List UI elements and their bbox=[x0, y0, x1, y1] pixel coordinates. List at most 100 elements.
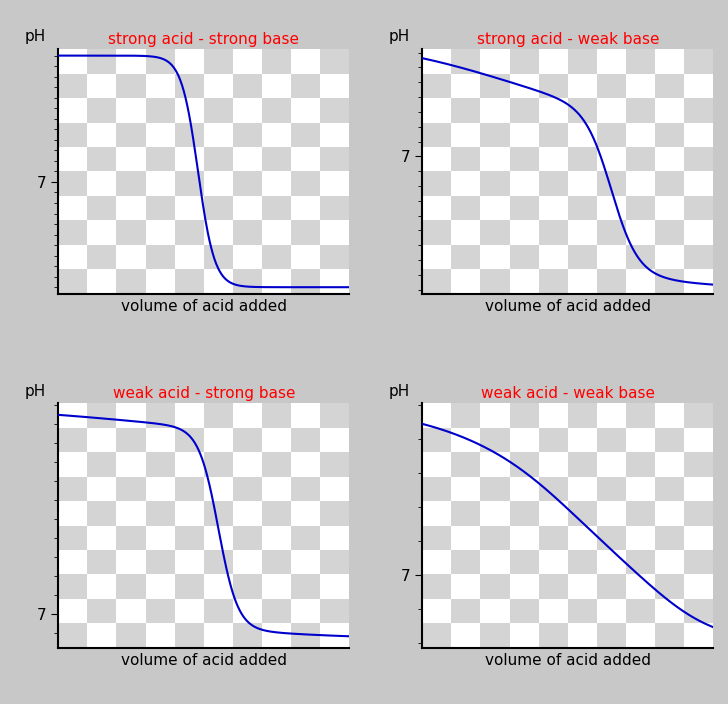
Bar bbox=[626, 599, 655, 623]
Bar bbox=[480, 98, 510, 122]
Bar bbox=[422, 574, 451, 599]
Bar bbox=[58, 245, 87, 269]
Bar bbox=[510, 269, 539, 294]
Bar bbox=[451, 74, 480, 98]
Bar bbox=[262, 501, 291, 526]
Bar bbox=[262, 269, 291, 294]
Bar bbox=[655, 74, 684, 98]
Bar bbox=[233, 171, 262, 196]
Bar bbox=[204, 196, 233, 220]
Bar bbox=[626, 220, 655, 245]
Bar bbox=[451, 574, 480, 599]
Bar bbox=[146, 550, 175, 574]
Bar bbox=[422, 403, 451, 428]
Bar bbox=[539, 74, 568, 98]
Bar bbox=[58, 220, 87, 245]
Bar bbox=[684, 245, 713, 269]
Bar bbox=[175, 74, 204, 98]
Bar bbox=[146, 477, 175, 501]
Bar bbox=[451, 220, 480, 245]
Bar bbox=[568, 550, 597, 574]
Bar bbox=[451, 501, 480, 526]
Bar bbox=[116, 74, 146, 98]
Bar bbox=[480, 428, 510, 452]
Bar bbox=[320, 574, 349, 599]
Bar bbox=[655, 98, 684, 122]
Bar bbox=[597, 428, 626, 452]
Bar bbox=[597, 403, 626, 428]
Bar bbox=[58, 49, 87, 74]
Bar bbox=[655, 477, 684, 501]
Bar bbox=[655, 269, 684, 294]
Bar bbox=[291, 245, 320, 269]
Bar bbox=[58, 501, 87, 526]
Bar bbox=[58, 403, 87, 428]
Bar bbox=[204, 245, 233, 269]
Bar bbox=[510, 599, 539, 623]
Bar bbox=[320, 122, 349, 147]
Bar bbox=[146, 98, 175, 122]
Bar bbox=[116, 196, 146, 220]
Bar bbox=[510, 452, 539, 477]
Bar bbox=[597, 220, 626, 245]
Bar bbox=[204, 269, 233, 294]
Bar bbox=[422, 74, 451, 98]
Bar bbox=[510, 623, 539, 648]
Bar bbox=[684, 147, 713, 171]
Bar bbox=[291, 98, 320, 122]
Bar bbox=[655, 49, 684, 74]
Bar bbox=[116, 526, 146, 550]
Bar bbox=[451, 49, 480, 74]
Bar bbox=[58, 98, 87, 122]
Bar bbox=[233, 550, 262, 574]
Bar bbox=[233, 403, 262, 428]
Bar bbox=[146, 269, 175, 294]
Bar bbox=[262, 403, 291, 428]
Bar bbox=[684, 501, 713, 526]
Bar bbox=[451, 477, 480, 501]
Bar bbox=[262, 599, 291, 623]
Bar bbox=[480, 269, 510, 294]
Bar bbox=[116, 574, 146, 599]
Bar bbox=[684, 452, 713, 477]
Bar bbox=[320, 623, 349, 648]
Bar bbox=[87, 574, 116, 599]
Bar bbox=[204, 452, 233, 477]
Bar bbox=[175, 599, 204, 623]
Bar bbox=[422, 623, 451, 648]
Bar bbox=[291, 501, 320, 526]
Bar bbox=[539, 574, 568, 599]
Bar bbox=[175, 122, 204, 147]
Bar bbox=[597, 122, 626, 147]
X-axis label: volume of acid added: volume of acid added bbox=[485, 653, 651, 668]
Bar bbox=[422, 428, 451, 452]
Bar bbox=[291, 526, 320, 550]
Bar bbox=[320, 452, 349, 477]
Bar bbox=[204, 403, 233, 428]
Bar bbox=[262, 196, 291, 220]
Bar bbox=[320, 245, 349, 269]
Bar bbox=[480, 526, 510, 550]
Bar bbox=[568, 477, 597, 501]
Bar bbox=[626, 171, 655, 196]
Bar bbox=[233, 196, 262, 220]
Bar bbox=[422, 269, 451, 294]
Bar bbox=[655, 196, 684, 220]
Bar bbox=[684, 428, 713, 452]
Bar bbox=[204, 122, 233, 147]
Bar bbox=[626, 147, 655, 171]
Bar bbox=[116, 428, 146, 452]
Bar bbox=[58, 574, 87, 599]
Bar bbox=[451, 403, 480, 428]
Bar bbox=[451, 526, 480, 550]
Bar bbox=[175, 574, 204, 599]
Bar bbox=[568, 501, 597, 526]
Bar bbox=[262, 49, 291, 74]
Bar bbox=[597, 171, 626, 196]
Bar bbox=[87, 428, 116, 452]
Bar bbox=[451, 269, 480, 294]
Bar bbox=[626, 452, 655, 477]
Bar bbox=[626, 574, 655, 599]
Bar bbox=[568, 98, 597, 122]
Bar bbox=[568, 269, 597, 294]
